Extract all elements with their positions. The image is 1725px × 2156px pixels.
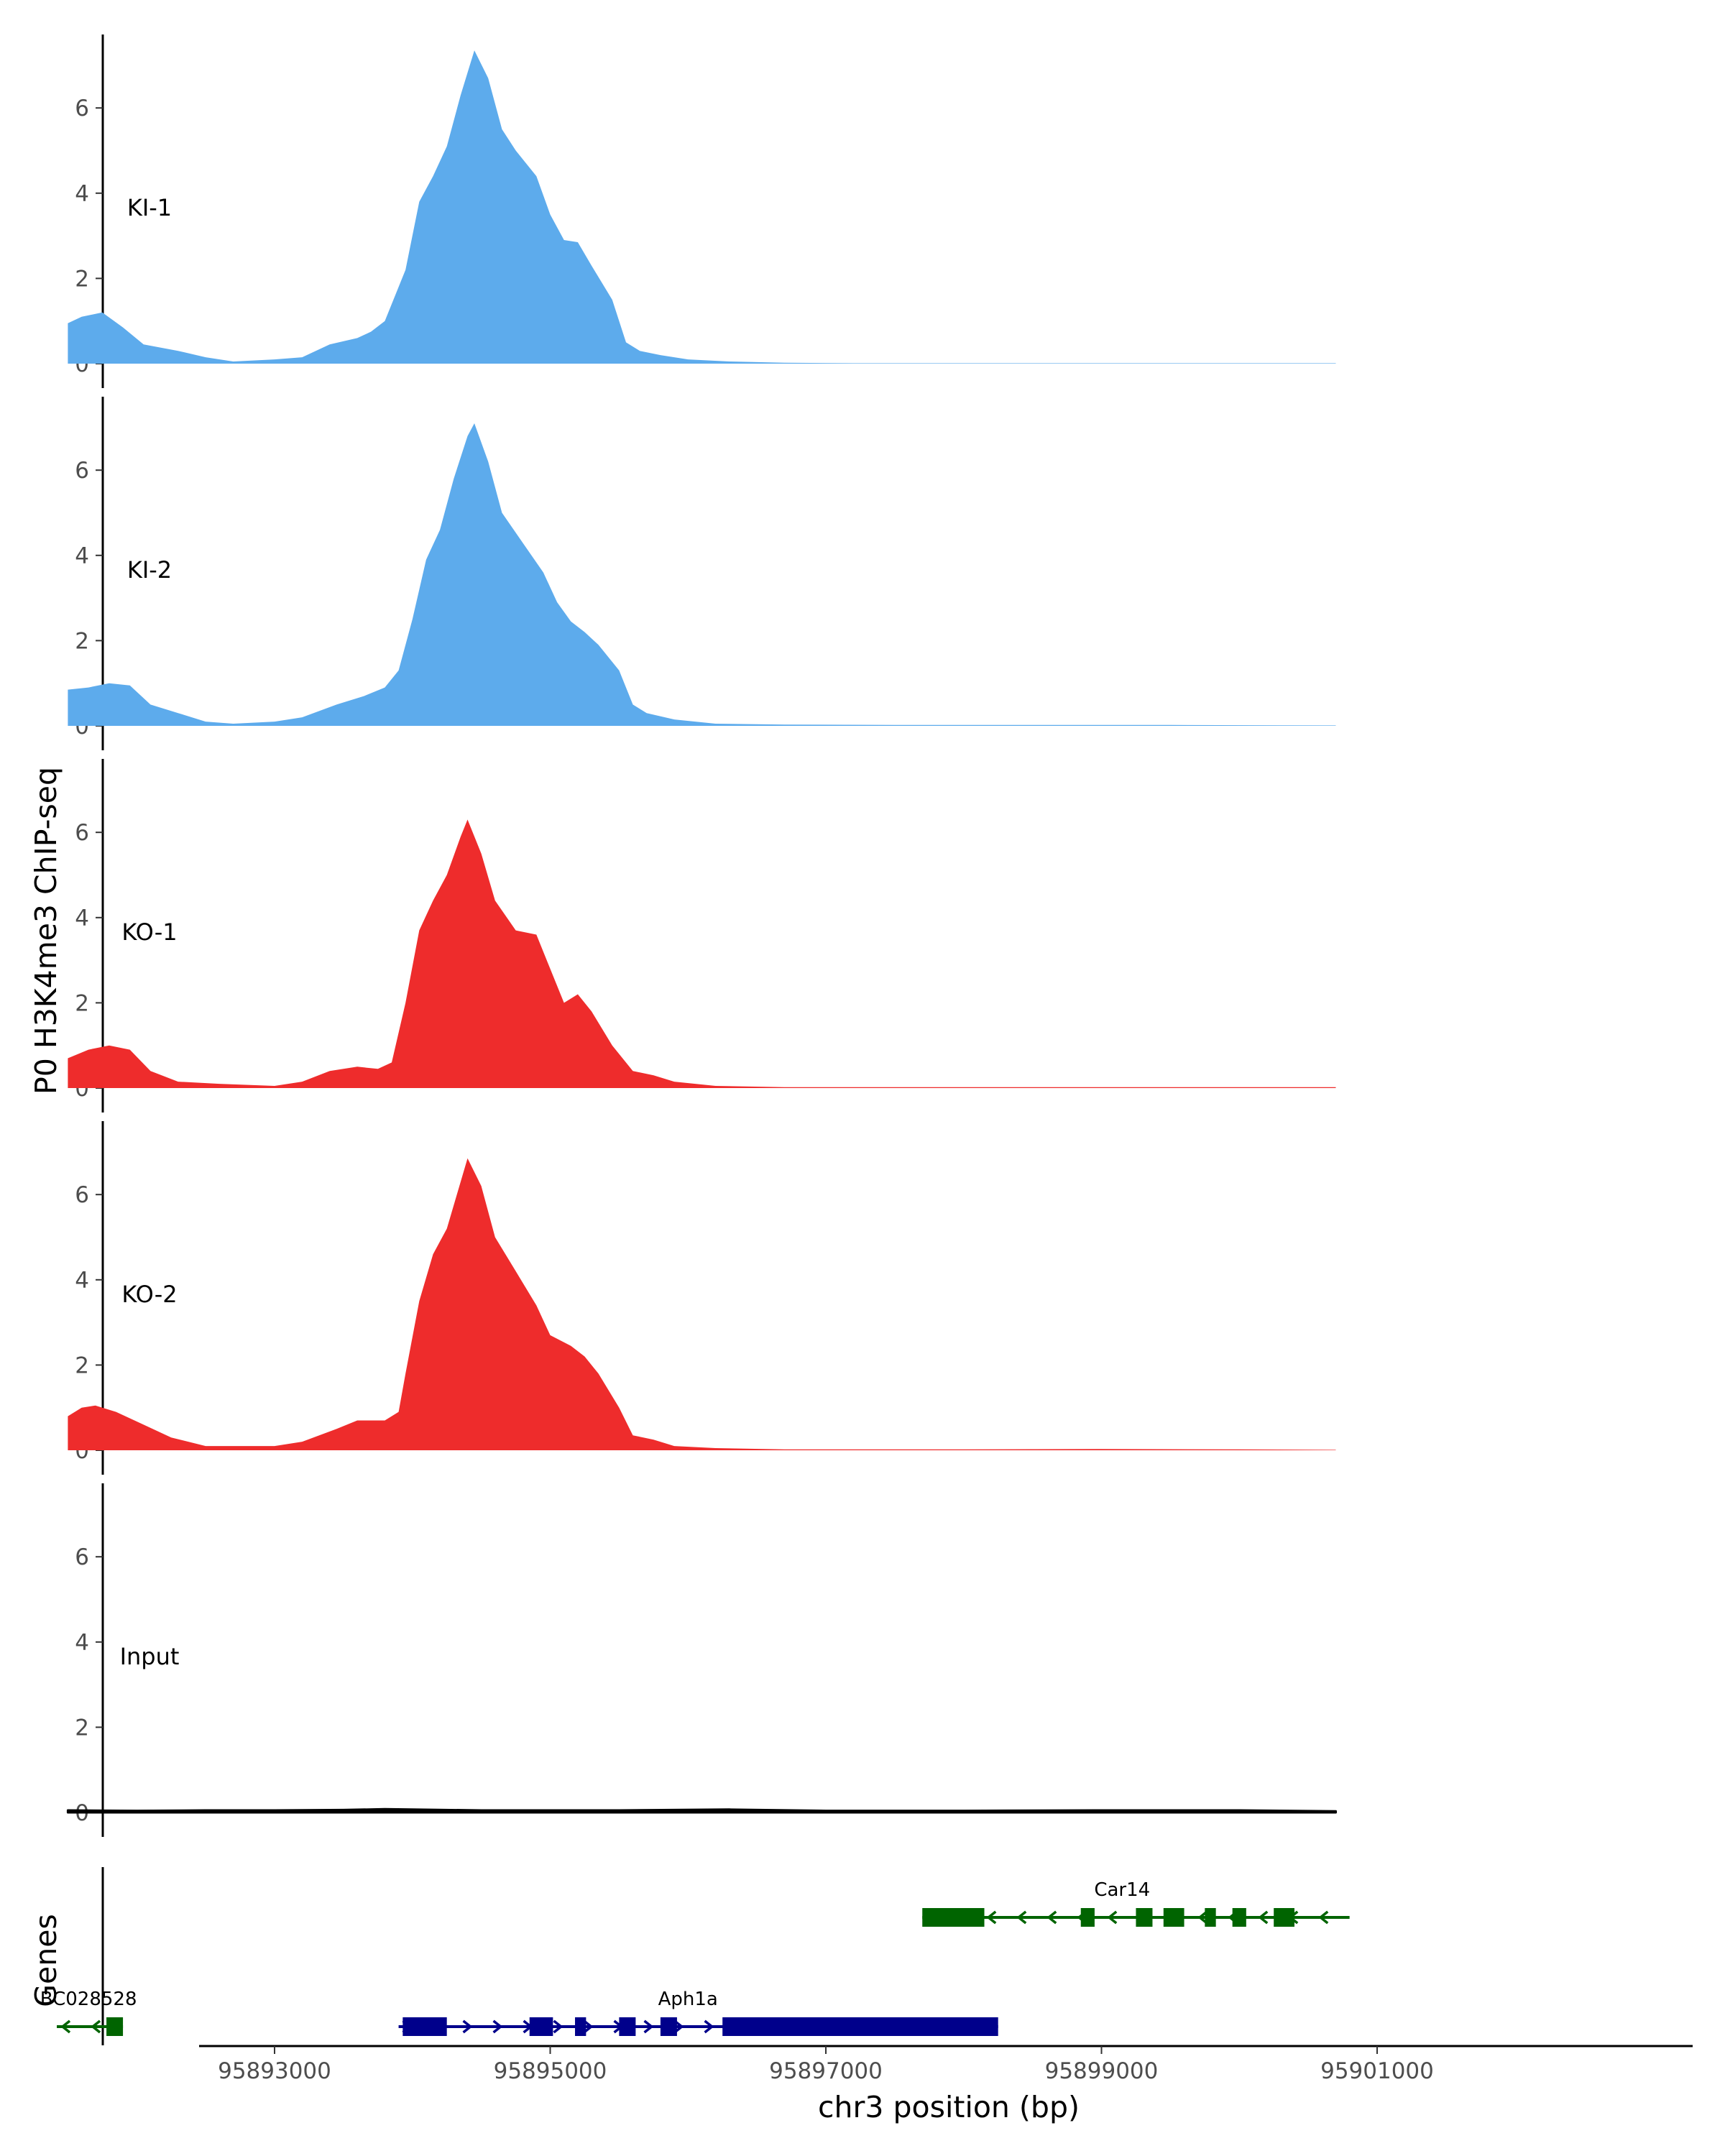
x-tick-label: 95893000 [218, 2058, 331, 2084]
strand-arrow [986, 1910, 997, 1925]
y-tick-label: 4 [75, 543, 89, 569]
gene-exon [402, 2017, 447, 2036]
track-label: Input [120, 1643, 180, 1670]
x-axis: 95893000 95895000 95897000 95899000 95901000 [199, 2045, 1693, 2084]
x-axis-title: chr3 position (bp) [818, 2090, 1080, 2124]
coverage-area [68, 50, 1336, 364]
y-tick-label: 2 [75, 990, 89, 1016]
coverage-area [68, 1158, 1336, 1450]
strand-arrow [1258, 1910, 1269, 1925]
y-tick-label: 2 [75, 628, 89, 654]
gene-exon [1205, 1908, 1216, 1927]
y-axis-title: P0 H3K4me3 ChIP-seq [29, 767, 63, 1095]
gene-exon [575, 2017, 586, 2036]
y-tick-label: 6 [75, 1182, 89, 1208]
strand-arrow [462, 2019, 473, 2034]
coverage-area [68, 423, 1336, 726]
strand-arrow [583, 2019, 594, 2034]
gene-exon [1080, 1908, 1095, 1927]
y-tick-label: 2 [75, 1353, 89, 1378]
gene-exon [922, 1908, 985, 1927]
gene-exon [722, 2017, 998, 2036]
x-tick-label: 95897000 [769, 2058, 883, 2084]
gene-exon [106, 2017, 124, 2036]
gene-exon [619, 2017, 636, 2036]
strand-arrow [1197, 1910, 1208, 1925]
y-tick-label: 2 [75, 266, 89, 292]
strand-arrow [1046, 1910, 1057, 1925]
x-tick-label: 95901000 [1320, 2058, 1434, 2084]
y-tick-label: 4 [75, 181, 89, 207]
strand-arrow [91, 2019, 101, 2034]
y-tick-label: 4 [75, 1268, 89, 1294]
x-tick-label: 95895000 [494, 2058, 607, 2084]
x-tick-label: 95899000 [1045, 2058, 1159, 2084]
gene-label: BC028528 [40, 1989, 137, 2010]
y-tick-label: 6 [75, 1544, 89, 1570]
strand-arrow [553, 2019, 564, 2034]
strand-arrow [1318, 1910, 1329, 1925]
gene-bc028528: BC028528 [40, 1989, 137, 2036]
y-tick-label: 6 [75, 458, 89, 484]
coverage-tracks: 0246KI-10246KI-20246KO-10246KO-20246Inpu… [66, 34, 1337, 1837]
gene-exon [1232, 1908, 1246, 1927]
gene-aph1a: Aph1a [398, 1989, 998, 2036]
gene-track: Car14 BC028528 Aph1a [40, 1867, 1350, 2045]
y-tick-label: 4 [75, 1630, 89, 1656]
strand-arrow [643, 2019, 654, 2034]
gene-label: Car14 [1094, 1879, 1150, 1901]
coverage-area [66, 1807, 1337, 1814]
y-tick-label: 4 [75, 906, 89, 931]
coverage-area [68, 819, 1336, 1088]
gene-exon [1136, 1908, 1153, 1927]
strand-arrow [704, 2019, 714, 2034]
track-label: KO-1 [121, 918, 177, 946]
gene-car14: Car14 [922, 1879, 1350, 1927]
track-label: KI-1 [127, 194, 172, 221]
gene-exon [1274, 1908, 1294, 1927]
strand-arrow [60, 2019, 71, 2034]
y-tick-label: 6 [75, 96, 89, 121]
gene-exon [529, 2017, 553, 2036]
gene-exon [1163, 1908, 1184, 1927]
strand-arrow [492, 2019, 503, 2034]
genes-axis-title: Genes [29, 1914, 63, 2007]
track-label: KO-2 [121, 1281, 177, 1308]
y-tick-label: 6 [75, 820, 89, 846]
strand-arrow [1107, 1910, 1118, 1925]
strand-arrow [1016, 1910, 1027, 1925]
gene-exon [660, 2017, 677, 2036]
track-input: 0246Input [66, 1483, 1337, 1837]
gene-label: Aph1a [658, 1989, 718, 2010]
track-label: KI-2 [127, 556, 172, 584]
y-tick-label: 2 [75, 1715, 89, 1741]
